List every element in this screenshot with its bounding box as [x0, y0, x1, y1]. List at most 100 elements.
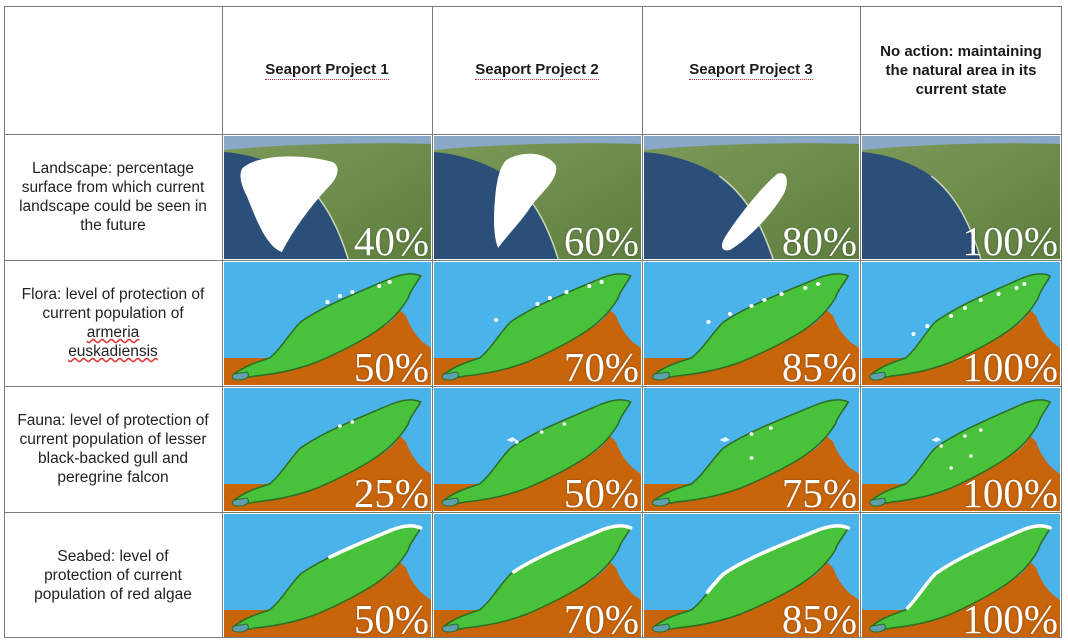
- flora-site-dot: [337, 294, 342, 298]
- seabed-protection-line: [269, 524, 423, 610]
- table-border-left: [4, 6, 5, 638]
- headland-shape: [653, 399, 850, 505]
- headland-tip: [231, 371, 249, 381]
- flora-image: 100%: [862, 262, 1060, 385]
- headland-shape: [653, 273, 850, 379]
- row-divider: [4, 512, 1062, 513]
- percentage-label: 100%: [962, 344, 1058, 385]
- percentage-label: 50%: [563, 470, 639, 511]
- row-label-fauna-text: Fauna: level of protection of current po…: [17, 412, 209, 486]
- landscape-illustration: [434, 136, 641, 259]
- flora-site-dot: [949, 314, 954, 318]
- fauna-image: 50%: [434, 388, 641, 511]
- flora-site-dot: [599, 280, 604, 284]
- sky-haze: [224, 136, 431, 150]
- headland-shape: [443, 399, 632, 505]
- seabed-image: 50%: [224, 514, 431, 637]
- row-label-seabed-text: Seabed: level of protection of current p…: [34, 547, 192, 603]
- headland-tip: [441, 497, 459, 507]
- header-project-1-label: Seaport Project 1: [265, 61, 389, 80]
- fauna-image: 75%: [644, 388, 859, 511]
- land-area: [862, 136, 1060, 259]
- header-project-3: Seaport Project 3: [642, 6, 860, 134]
- flora-site-dot: [816, 282, 821, 286]
- percentage-label: 100%: [962, 218, 1058, 259]
- column-divider: [642, 6, 643, 638]
- fauna-illustration: [862, 388, 1060, 511]
- seabed-image: 100%: [862, 514, 1060, 637]
- fauna-illustration: [644, 388, 859, 511]
- percentage-label: 85%: [781, 344, 857, 385]
- sky-haze: [862, 136, 1060, 150]
- flora-site-dot: [535, 302, 540, 306]
- headland-tip: [231, 497, 249, 507]
- visibility-mask: [721, 173, 787, 251]
- flora-site-dot: [779, 292, 784, 296]
- seabed-illustration: [224, 514, 431, 637]
- landscape-image: 40%: [224, 136, 431, 259]
- landscape-illustration: [644, 136, 859, 259]
- flora-image: 50%: [224, 262, 431, 385]
- flora-site-dot: [547, 296, 552, 300]
- fauna-site-dot: [539, 430, 544, 434]
- row-label-fauna: Fauna: level of protection of current po…: [4, 386, 222, 512]
- row-label-flora: Flora: level of protection of current po…: [4, 260, 222, 386]
- headland-shape: [870, 273, 1052, 379]
- fauna-site-dot: [939, 444, 943, 448]
- fauna-illustration: [224, 388, 431, 511]
- seabed-illustration: [434, 514, 641, 637]
- flora-image: 70%: [434, 262, 641, 385]
- flora-site-dot: [749, 304, 754, 308]
- sky-haze: [644, 136, 859, 150]
- headland-shape: [443, 525, 632, 631]
- row-divider: [4, 386, 1062, 387]
- percentage-label: 70%: [563, 344, 639, 385]
- coastline: [930, 175, 982, 259]
- percentage-label: 25%: [353, 470, 429, 511]
- fauna-site-dot: [749, 456, 754, 460]
- fauna-illustration: [434, 388, 641, 511]
- row-label-flora-text: Flora: level of protection of current po…: [21, 286, 205, 322]
- fauna-site-dot: [979, 428, 983, 432]
- headland-tip: [441, 371, 459, 381]
- percentage-label: 70%: [563, 596, 639, 637]
- flora-site-dot: [387, 280, 392, 284]
- percentage-label: 100%: [962, 596, 1058, 637]
- fauna-image: 25%: [224, 388, 431, 511]
- flora-illustration: [224, 262, 431, 385]
- flora-site-dot: [978, 298, 983, 302]
- seabed-illustration: [862, 514, 1060, 637]
- headland-tip: [869, 623, 886, 633]
- header-no-action-label: No action: maintaining the natural area …: [880, 42, 1042, 98]
- fauna-image: 100%: [862, 388, 1060, 511]
- bird-marker: [719, 437, 730, 442]
- percentage-label: 75%: [781, 470, 857, 511]
- header-project-1: Seaport Project 1: [222, 6, 432, 134]
- row-divider: [4, 260, 1062, 261]
- table-border-top: [4, 6, 1062, 7]
- land-area: [644, 136, 859, 259]
- headland-tip: [869, 497, 886, 507]
- header-project-2-label: Seaport Project 2: [475, 61, 599, 80]
- column-divider: [432, 6, 433, 638]
- flora-site-dot: [587, 284, 592, 288]
- headland-tip: [869, 371, 886, 381]
- flora-illustration: [434, 262, 641, 385]
- flora-site-dot: [1022, 282, 1027, 286]
- fauna-site-dot: [514, 440, 519, 444]
- headland-shape: [870, 399, 1052, 505]
- flora-site-dot: [925, 324, 930, 328]
- fauna-site-dot: [949, 466, 953, 470]
- flora-site-dot: [564, 290, 569, 294]
- fauna-site-dot: [963, 434, 967, 438]
- bird-marker: [931, 437, 942, 442]
- flora-site-dot: [350, 290, 355, 294]
- headland-shape: [233, 273, 422, 379]
- row-label-landscape-text: Landscape: percentage surface from which…: [19, 160, 207, 234]
- headland-shape: [233, 525, 422, 631]
- flora-site-dot: [996, 292, 1001, 296]
- flora-site-dot: [911, 332, 916, 336]
- column-divider: [860, 6, 861, 638]
- header-project-3-label: Seaport Project 3: [689, 61, 813, 80]
- header-project-2: Seaport Project 2: [432, 6, 642, 134]
